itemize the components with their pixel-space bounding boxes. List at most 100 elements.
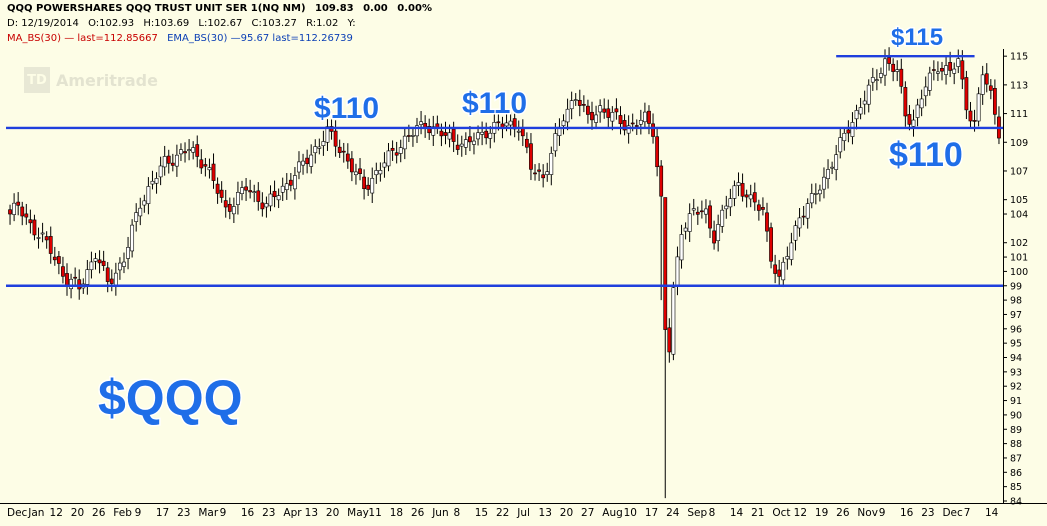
candle-body <box>606 108 611 118</box>
candle-body <box>366 184 371 190</box>
candle-body <box>756 204 761 211</box>
x-tick-label: 20 <box>326 507 339 519</box>
x-tick-label: 12 <box>794 507 807 519</box>
candle-body <box>309 154 314 167</box>
candle-body <box>284 183 289 191</box>
candle-body <box>899 68 904 87</box>
annotation-label: $110 <box>314 92 379 125</box>
candle-body <box>337 146 342 153</box>
candle-body <box>341 150 346 153</box>
candle <box>834 144 839 181</box>
candle <box>809 183 814 209</box>
y-tick-label: 101 <box>1010 253 1028 264</box>
candle <box>321 130 326 156</box>
candle <box>956 49 961 74</box>
candle <box>667 318 672 363</box>
candle-body <box>724 205 729 210</box>
candle-body <box>134 212 139 222</box>
candle-body <box>797 217 802 229</box>
candle-body <box>16 201 21 206</box>
x-tick-label: 13 <box>539 507 552 519</box>
candle <box>223 189 228 218</box>
candle <box>325 119 330 151</box>
candle <box>52 246 57 266</box>
candle-body <box>431 126 436 136</box>
candle <box>252 184 257 203</box>
x-tick-label: 15 <box>475 507 488 519</box>
candle <box>797 208 802 237</box>
candle-body <box>891 63 896 72</box>
candle <box>858 97 863 120</box>
candle-body <box>370 178 375 194</box>
candle <box>85 259 90 295</box>
candle-body <box>789 242 794 260</box>
candle <box>968 101 973 129</box>
bar-high: H:103.69 <box>143 18 190 29</box>
x-tick-label: Dec <box>7 507 28 519</box>
candle <box>655 127 660 177</box>
candle-body <box>805 203 810 219</box>
candle-body <box>504 122 509 127</box>
candle <box>256 182 261 211</box>
x-tick-label: 22 <box>496 507 509 519</box>
candle <box>936 61 940 82</box>
candle <box>174 144 179 177</box>
candle-body <box>443 132 448 136</box>
candle <box>146 177 151 215</box>
candle-body <box>651 123 655 137</box>
candle <box>541 164 546 188</box>
candle-body <box>773 264 778 274</box>
candle <box>643 102 647 128</box>
x-tick-label: 20 <box>71 507 84 519</box>
candle <box>248 179 253 199</box>
candle <box>895 60 900 82</box>
candle <box>952 62 957 85</box>
candle <box>154 172 159 194</box>
candle-body <box>187 149 192 151</box>
candle <box>411 127 415 147</box>
candle-body <box>179 149 183 155</box>
candle-body <box>704 208 708 215</box>
x-axis-ticks: Dec Jan 12 20 26 Feb 9 17 23 Mar 9 16 23 Apr 13 20 May 11… <box>7 507 999 519</box>
candle <box>451 121 456 153</box>
price-change: 0.00 <box>363 3 388 14</box>
candle-body <box>809 193 814 204</box>
candle <box>944 56 948 85</box>
candle-body <box>931 69 936 71</box>
candle-body <box>569 100 574 110</box>
candle <box>382 152 387 178</box>
candle <box>940 61 944 81</box>
candle <box>899 58 904 94</box>
y-tick-label: 104 <box>1010 210 1028 221</box>
y-tick-label: 93 <box>1010 367 1022 378</box>
candle <box>268 185 273 212</box>
candle <box>166 149 171 174</box>
candle <box>801 205 806 226</box>
y-tick-label: 97 <box>1010 310 1022 321</box>
candle <box>699 200 704 219</box>
candle-body <box>748 194 753 200</box>
candle <box>854 104 859 130</box>
candle <box>170 153 175 172</box>
candle-body <box>386 150 391 167</box>
candle-body <box>56 256 61 264</box>
candle-body <box>708 205 712 229</box>
candle-body <box>761 207 765 210</box>
candle-body <box>830 166 835 169</box>
candle-body <box>382 162 387 168</box>
candle <box>777 259 782 286</box>
candle <box>695 206 700 225</box>
candle <box>349 151 354 182</box>
candle <box>337 139 342 158</box>
td-logo-icon: TD <box>24 67 50 93</box>
y-tick-label: 115 <box>1010 52 1028 63</box>
candle-body <box>244 186 248 191</box>
candle-body <box>215 183 220 194</box>
candle-body <box>626 125 631 134</box>
candle <box>16 192 21 216</box>
candle <box>297 151 301 180</box>
candle <box>537 163 541 181</box>
candle <box>122 252 126 274</box>
candle-body <box>940 67 944 72</box>
